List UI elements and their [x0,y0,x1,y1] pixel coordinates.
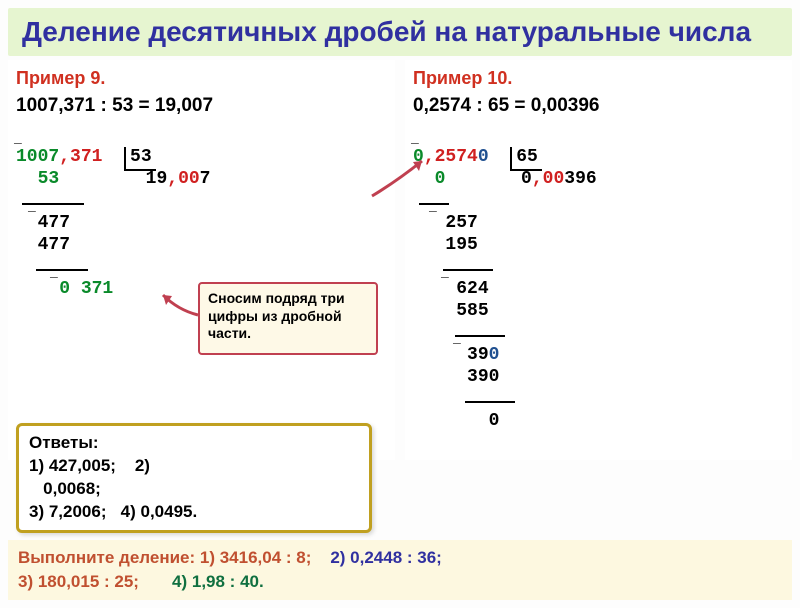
example-9-equation: 1007,371 : 53 = 19,007 [16,95,387,117]
example-9-label: Пример 9. [16,68,387,89]
title-box: Деление десятичных дробей на натуральные… [8,8,792,56]
footer-lead: Выполните деление: [18,548,195,567]
footer-p1: 1) 3416,04 : 8; [200,548,312,567]
example-10-equation: 0,2574 : 65 = 0,00396 [413,95,784,117]
answers-l1: 1) 427,005; 2) [29,455,359,478]
example-9-panel: Пример 9. 1007,371 : 53 = 19,007 _1007,3… [8,60,395,460]
callout-note: Сносим подряд три цифры из дробной части… [198,282,378,355]
footer-exercise: Выполните деление: 1) 3416,04 : 8; 2) 0,… [8,540,792,600]
arrow-left-icon [158,290,218,350]
answers-l2: 0,0068; [29,478,359,501]
answers-head: Ответы: [29,432,359,455]
callout-text: Сносим подряд три цифры из дробной части… [208,290,345,341]
content-row: Пример 9. 1007,371 : 53 = 19,007 _1007,3… [0,60,800,460]
answers-box: Ответы: 1) 427,005; 2) 0,0068; 3) 7,2006… [16,423,372,533]
footer-p4: 4) 1,98 : 40. [172,572,264,591]
example-10-label: Пример 10. [413,68,784,89]
footer-p3: 3) 180,015 : 25; [18,572,139,591]
page-title: Деление десятичных дробей на натуральные… [22,16,778,48]
example-10-longdiv: _0,25740 65 0 0,00396 _ 257 195 _ 624 58… [413,125,784,454]
arrow-right-icon [367,156,437,216]
footer-p2: 2) 0,2448 : 36; [330,548,442,567]
example-10-panel: Пример 10. 0,2574 : 65 = 0,00396 _0,2574… [405,60,792,460]
answers-l3: 3) 7,2006; 4) 0,0495. [29,501,359,524]
